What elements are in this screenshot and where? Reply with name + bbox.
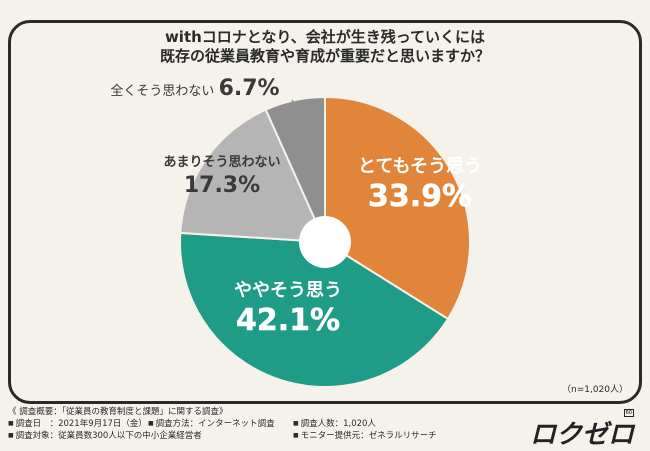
pie-slice-2 (179, 231, 450, 388)
pie-slice-4 (264, 95, 326, 243)
survey-provider: モニター提供元：ゼネラルリサーチ (293, 430, 483, 442)
survey-count: 調査人数：1,020人 (293, 418, 483, 430)
slice-category-label-1: とてもそう思う (358, 156, 482, 177)
slice-label-4: 全くそう思わない 6.7% (110, 76, 279, 101)
survey-date: 調査日 ：2021年9月17日（金） (8, 418, 148, 430)
pie-slice-3 (179, 108, 327, 244)
slice-category-label-2: ややそう思う (234, 280, 342, 301)
title-line-2: 既存の従業員教育や育成が重要だと思いますか？ (159, 47, 490, 65)
chart-title: withコロナとなり、会社が生き残っていくには 既存の従業員教育や育成が重要だと… (145, 28, 504, 66)
survey-target: 調査対象：従業員数300人以下の中小企業経営者 (8, 430, 293, 442)
sample-size-note: （n=1,020人） (561, 385, 628, 395)
survey-overview: 《 調査概要：「従業員の教育制度と課題」に関する調査》 調査日 ：2021年9月… (8, 406, 488, 442)
pie-center-hole (299, 216, 351, 268)
survey-row: 調査対象：従業員数300人以下の中小企業経営者 モニター提供元：ゼネラルリサーチ (8, 430, 488, 442)
title-line-1: withコロナとなり、会社が生き残っていくには (164, 28, 486, 46)
pie-slice-1 (324, 95, 471, 321)
title-wrap: withコロナとなり、会社が生き残っていくには 既存の従業員教育や育成が重要だと… (11, 28, 639, 66)
survey-row: 調査日 ：2021年9月17日（金） 調査方法：インターネット調査 調査人数：1… (8, 418, 488, 430)
slice-value-label-1: 33.9% (368, 179, 472, 214)
slice-value-label-2: 42.1% (236, 303, 340, 338)
slice-value-label-3: 17.3% (184, 173, 260, 198)
survey-heading: 《 調査概要：「従業員の教育制度と課題」に関する調査》 (8, 407, 228, 417)
logo-mark: 60 (623, 409, 634, 417)
slice-category-label-3: あまりそう思わない (163, 155, 280, 170)
brand-logo: ロクゼロ (529, 420, 634, 450)
survey-method: 調査方法：インターネット調査 (148, 418, 293, 430)
leader-line (291, 99, 299, 129)
